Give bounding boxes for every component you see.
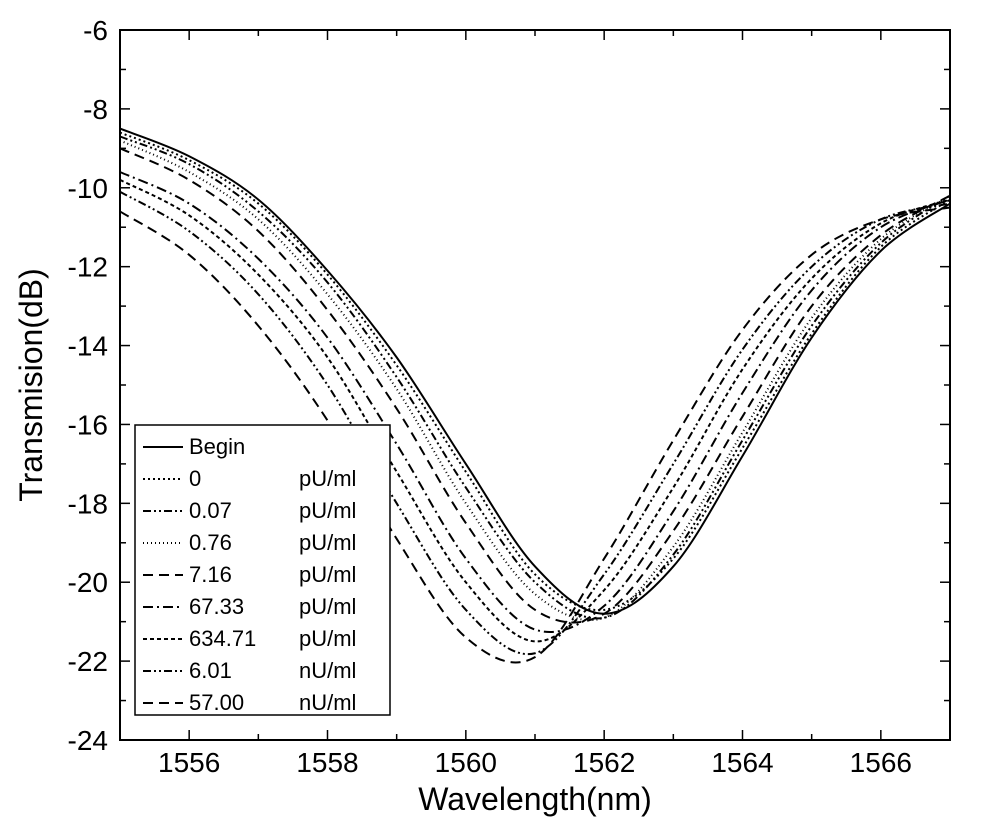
y-tick-label: -8 [83,94,108,125]
legend-label-value: 634.71 [189,626,256,651]
legend-label-unit: pU/ml [299,466,356,491]
legend-label-unit: nU/ml [299,690,356,715]
legend-label-unit: pU/ml [299,530,356,555]
transmission-spectrum-chart: 1556 1558 1560 1562 1564 1566 -24 -22 -20 -18 -16 -… [0,0,1000,820]
legend-label-value: 0.07 [189,498,232,523]
chart-svg: 1556 1558 1560 1562 1564 1566 -24 -22 -20 -18 -16 -… [0,0,1000,820]
x-tick-label: 1562 [573,747,635,778]
legend-label-value: Begin [189,434,245,459]
x-tick-label: 1558 [296,747,358,778]
y-tick-label: -10 [68,173,108,204]
legend-label-unit: pU/ml [299,498,356,523]
x-tick-label: 1556 [158,747,220,778]
y-tick-label: -20 [68,567,108,598]
legend-label-unit: pU/ml [299,594,356,619]
y-tick-label: -22 [68,646,108,677]
legend-label-value: 57.00 [189,690,244,715]
y-tick-label: -6 [83,15,108,46]
y-tick-label: -16 [68,409,108,440]
legend-label-value: 0.76 [189,530,232,555]
legend-label-unit: nU/ml [299,658,356,683]
legend-label-unit: pU/ml [299,562,356,587]
legend: Begin 0 pU/ml 0.07 pU/ml 0.76 pU/ml 7.16 pU/ml 67… [135,425,390,715]
y-tick-label: -14 [68,331,108,362]
legend-label-value: 0 [189,466,201,491]
legend-label-value: 67.33 [189,594,244,619]
y-tick-label: -12 [68,252,108,283]
y-tick-label: -24 [68,725,108,756]
y-tick-label: -18 [68,488,108,519]
legend-label-unit: pU/ml [299,626,356,651]
x-tick-label: 1566 [850,747,912,778]
legend-label-value: 7.16 [189,562,232,587]
x-tick-label: 1564 [711,747,773,778]
x-tick-label: 1560 [435,747,497,778]
y-axis-label: Transmision(dB) [13,268,49,502]
legend-label-value: 6.01 [189,658,232,683]
x-axis-label: Wavelength(nm) [418,781,652,817]
